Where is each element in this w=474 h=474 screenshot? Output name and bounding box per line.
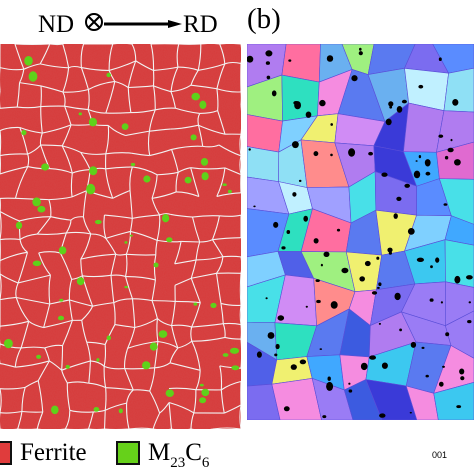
panel-b-label: (b) <box>247 3 281 35</box>
phase-map-panel <box>0 44 241 429</box>
carbide-particles <box>3 56 240 415</box>
carbide-swatch <box>116 441 140 465</box>
nd-out-of-plane-icon <box>85 13 103 31</box>
orientation-map-panel <box>247 44 474 420</box>
precipitate-dots <box>247 47 473 419</box>
ferrite-label: Ferrite <box>20 439 87 466</box>
legend-carbide: M23C6 <box>116 436 210 471</box>
ferrite-swatch <box>0 441 12 465</box>
rd-arrow-icon <box>104 20 182 28</box>
ipf-key-label: 001 <box>432 450 448 460</box>
carbide-label: M23C6 <box>148 439 210 471</box>
legend-ferrite: Ferrite <box>0 436 87 470</box>
oriented-grains <box>247 44 474 420</box>
rd-label: RD <box>183 11 218 38</box>
nd-label: ND <box>38 11 75 38</box>
